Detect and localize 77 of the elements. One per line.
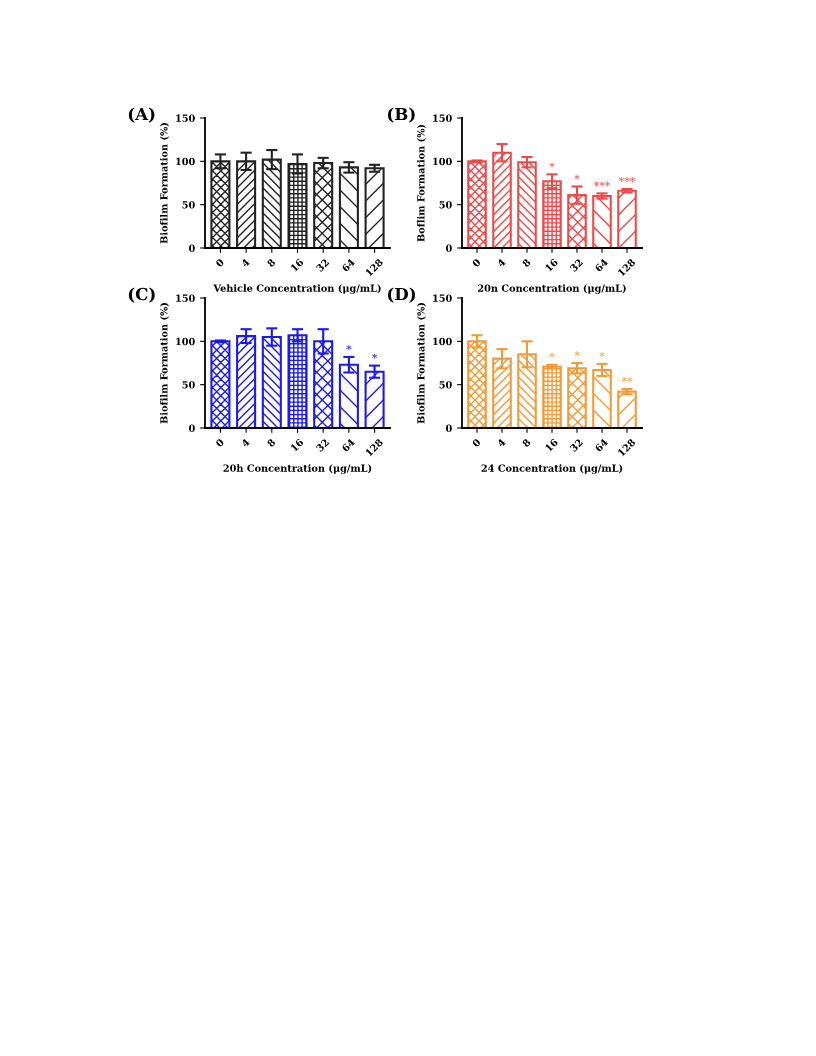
x-tick-label: 64 bbox=[341, 258, 356, 273]
bar bbox=[592, 368, 612, 428]
annotation: * bbox=[574, 351, 580, 357]
x-tick-label: 8 bbox=[266, 258, 276, 268]
x-tick-label: 16 bbox=[544, 258, 559, 272]
bar bbox=[210, 340, 231, 428]
x-tick-label: 32 bbox=[315, 438, 330, 453]
bar bbox=[617, 390, 637, 428]
y-tick-label: 100 bbox=[176, 157, 195, 166]
y-tick-label: 100 bbox=[433, 157, 452, 166]
x-axis-title: Vehicle Concentration (μg/mL) bbox=[213, 284, 381, 294]
chart-title: (C) bbox=[128, 287, 155, 303]
x-tick-label: 16 bbox=[544, 438, 559, 452]
x-tick-label: 8 bbox=[266, 438, 276, 448]
chart-title: (B) bbox=[387, 107, 415, 123]
y-axis-title: Biofilm Formation (%) bbox=[160, 303, 169, 424]
x-tick-label: 64 bbox=[594, 258, 609, 273]
annotation: * bbox=[371, 353, 378, 359]
x-tick-label: 16 bbox=[290, 438, 304, 452]
y-tick-label: 50 bbox=[439, 381, 452, 389]
x-tick-label: 4 bbox=[240, 258, 251, 268]
y-tick-label: 150 bbox=[176, 114, 195, 122]
annotation: *** bbox=[593, 181, 611, 187]
x-tick-label: 4 bbox=[496, 258, 507, 268]
bar bbox=[364, 167, 385, 248]
y-tick-label: 150 bbox=[433, 114, 452, 122]
bar bbox=[617, 189, 637, 248]
y-tick-label: 0 bbox=[445, 244, 452, 252]
bar bbox=[517, 161, 537, 248]
x-tick-label: 8 bbox=[521, 438, 532, 448]
annotation: *** bbox=[618, 177, 636, 183]
x-axis-title: 20h Concentration (μg/mL) bbox=[223, 464, 372, 474]
bar bbox=[467, 160, 487, 248]
bar bbox=[287, 334, 308, 428]
bar bbox=[467, 340, 487, 428]
x-axis-title: 24 Concentration (μg/mL) bbox=[481, 464, 623, 474]
x-tick-label: 32 bbox=[569, 438, 584, 453]
y-tick-label: 100 bbox=[176, 337, 195, 346]
bar bbox=[338, 166, 359, 248]
annotation: * bbox=[549, 162, 555, 168]
bar bbox=[592, 194, 612, 248]
chart-title: (A) bbox=[128, 107, 155, 123]
y-tick-label: 100 bbox=[433, 337, 452, 346]
x-tick-label: 4 bbox=[496, 438, 507, 448]
y-tick-label: 0 bbox=[188, 244, 195, 252]
x-axis-title: 20n Concentration (μg/mL) bbox=[478, 284, 626, 294]
y-tick-label: 50 bbox=[182, 381, 195, 389]
annotation: * bbox=[599, 351, 605, 357]
y-tick-label: 0 bbox=[188, 424, 195, 432]
y-tick-label: 0 bbox=[445, 424, 452, 432]
y-tick-label: 150 bbox=[176, 294, 195, 302]
x-tick-label: 8 bbox=[521, 258, 532, 268]
y-tick-label: 150 bbox=[433, 294, 452, 302]
y-tick-label: 50 bbox=[182, 201, 195, 209]
x-tick-label: 16 bbox=[290, 258, 304, 272]
y-axis-title: Biofilm Formation (%) bbox=[160, 123, 169, 244]
x-tick-label: 0 bbox=[215, 258, 225, 268]
annotation: * bbox=[549, 352, 555, 358]
x-tick-label: 0 bbox=[471, 258, 482, 268]
x-tick-label: 4 bbox=[240, 438, 251, 448]
bar bbox=[567, 367, 587, 428]
x-tick-label: 32 bbox=[315, 258, 330, 273]
x-tick-label: 64 bbox=[341, 438, 356, 453]
bar bbox=[542, 365, 562, 428]
annotation: * bbox=[574, 174, 580, 180]
bar bbox=[364, 370, 385, 428]
y-axis-title: Biofilm Formation (%) bbox=[417, 303, 426, 424]
annotation: ** bbox=[621, 377, 633, 383]
x-tick-label: 0 bbox=[215, 438, 225, 448]
bar bbox=[313, 162, 334, 248]
chart-title: (D) bbox=[387, 287, 416, 303]
x-tick-label: 0 bbox=[471, 438, 482, 448]
x-tick-label: 32 bbox=[569, 258, 584, 273]
x-tick-label: 64 bbox=[594, 438, 609, 453]
y-tick-label: 50 bbox=[439, 201, 452, 209]
y-axis-title: Boflim Formation (%) bbox=[417, 124, 426, 242]
annotation: * bbox=[346, 344, 352, 351]
